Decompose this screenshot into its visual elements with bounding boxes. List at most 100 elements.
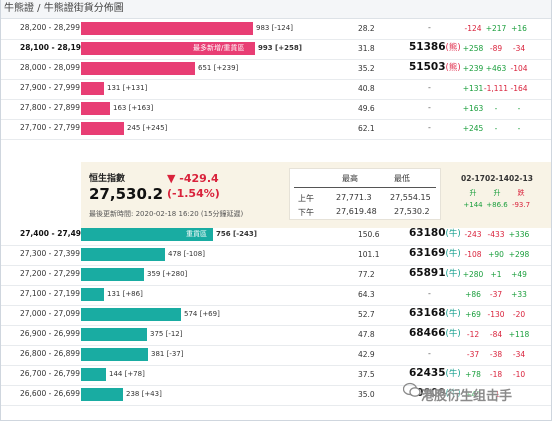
- warrant-code-link[interactable]: 65891(牛): [409, 267, 461, 279]
- table-row[interactable]: 27,100 - 27,199 131 [+86] 64.3 - +86 -37 +33: [1, 285, 551, 306]
- warrant-code-link[interactable]: 51503(熊): [409, 61, 461, 73]
- status-3: 跌: [517, 189, 525, 197]
- outstanding-bar[interactable]: [81, 348, 148, 361]
- ratio-value: 62.1: [358, 124, 375, 133]
- daily-change-c2: -: [494, 104, 498, 113]
- bar-value-label: 245 [+245]: [127, 124, 168, 132]
- breadcrumb[interactable]: 牛熊證 / 牛熊證街貨分佈圖: [1, 0, 551, 19]
- outstanding-bar[interactable]: [81, 42, 255, 55]
- outstanding-bar[interactable]: [81, 62, 195, 75]
- daily-change-c2: -89: [489, 44, 503, 53]
- table-row[interactable]: 27,800 - 27,899 163 [+163] 49.6 - +163 - -: [1, 99, 551, 120]
- table-row[interactable]: 27,200 - 27,299 359 [+280] 77.2 65891(牛) +28…: [1, 265, 551, 286]
- warrant-code: 63180: [409, 227, 446, 239]
- daily-change-c3: +336: [508, 230, 530, 239]
- outstanding-bar[interactable]: [81, 368, 106, 381]
- warrant-type-tag: (牛): [445, 309, 461, 319]
- outstanding-bar[interactable]: [81, 328, 147, 341]
- high-low-table: 最高 最低 上午 27,771.3 27,554.15 下午 27,619.48…: [289, 168, 441, 220]
- daily-change-c2: -130: [487, 310, 505, 319]
- daily-change-c3: +16: [511, 24, 527, 33]
- daily-change-c2: +463: [485, 64, 507, 73]
- table-row[interactable]: 27,300 - 27,399 478 [-108] 101.1 63169(牛) -1…: [1, 245, 551, 266]
- warrant-code-empty: -: [428, 23, 431, 32]
- daily-change-c2: +90: [488, 250, 504, 259]
- price-range: 27,000 - 27,099: [20, 309, 80, 318]
- bar-value-label: 144 [+78]: [109, 370, 145, 378]
- warrant-code-empty: -: [428, 83, 431, 92]
- warrant-type-tag: (牛): [445, 329, 461, 339]
- daily-change-c3: +298: [508, 250, 530, 259]
- low-header: 最低: [394, 174, 410, 183]
- table-row[interactable]: 28,200 - 28,299 983 [-124] 28.2 - -124 +217 +1…: [1, 19, 551, 40]
- table-row[interactable]: 26,800 - 26,899 381 [-37] 42.9 - -37 -38 -34: [1, 345, 551, 366]
- bar-value-label: 238 [+43]: [126, 390, 162, 398]
- table-row[interactable]: 27,700 - 27,799 245 [+245] 62.1 - +245 - -: [1, 119, 551, 140]
- table-row[interactable]: 27,400 - 27,499 重貨區 756 [-243] 150.6 63180(牛…: [1, 225, 551, 246]
- price-range: 27,200 - 27,299: [20, 269, 80, 278]
- warrant-code-link[interactable]: 62435(牛): [409, 367, 461, 379]
- bar-value-label: 375 [-12]: [150, 330, 183, 338]
- warrant-type-tag: (牛): [445, 369, 461, 379]
- daily-change-c2: -38: [489, 350, 503, 359]
- bar-value-label: 756 [-243]: [216, 230, 257, 238]
- bar-value-label: 131 [+131]: [107, 84, 148, 92]
- change-2: +86.6: [486, 201, 508, 209]
- price-range: 26,600 - 26,699: [20, 389, 80, 398]
- daily-change-c3: +33: [511, 290, 527, 299]
- table-row[interactable]: 27,000 - 27,099 574 [+69] 52.7 63168(牛) +69-…: [1, 305, 551, 326]
- daily-change-c3: +49: [511, 270, 527, 279]
- outstanding-bar[interactable]: [81, 388, 123, 401]
- price-range: 26,700 - 26,799: [20, 369, 80, 378]
- price-range: 27,700 - 27,799: [20, 123, 80, 132]
- daily-change-c1: +86: [465, 290, 481, 299]
- warrant-code-empty: -: [428, 349, 431, 358]
- price-range: 28,200 - 28,299: [20, 23, 80, 32]
- daily-change-c3: -: [517, 104, 521, 113]
- daily-change-c2: -433: [487, 230, 505, 239]
- outstanding-bar[interactable]: [81, 122, 124, 135]
- daily-change-c3: -: [517, 124, 521, 133]
- ratio-value: 42.9: [358, 350, 375, 359]
- outstanding-bar[interactable]: [81, 102, 110, 115]
- wechat-icon: [403, 382, 421, 397]
- daily-change-c2: -18: [489, 370, 503, 379]
- index-change-points: ▼ -429.4: [167, 172, 219, 185]
- outstanding-bar[interactable]: [81, 248, 165, 261]
- price-range: 27,800 - 27,899: [20, 103, 80, 112]
- warrant-code-link[interactable]: 63180(牛): [409, 227, 461, 239]
- ratio-value: 64.3: [358, 290, 375, 299]
- outstanding-bar[interactable]: [81, 288, 104, 301]
- ratio-value: 150.6: [358, 230, 380, 239]
- daily-change-c2: -1,111: [483, 84, 509, 93]
- daily-change-c1: +280: [462, 270, 484, 279]
- outstanding-bar[interactable]: [81, 228, 213, 241]
- ratio-value: 101.1: [358, 250, 380, 259]
- table-row[interactable]: 27,900 - 27,999 131 [+131] 40.8 - +131 -1,111…: [1, 79, 551, 100]
- daily-change-c1: +239: [462, 64, 484, 73]
- table-row[interactable]: 26,900 - 26,999 375 [-12] 47.8 68466(牛) -12-…: [1, 325, 551, 346]
- daily-change-c1: +245: [462, 124, 484, 133]
- outstanding-bar[interactable]: [81, 268, 144, 281]
- daily-change-c1: -37: [466, 350, 480, 359]
- outstanding-bar[interactable]: [81, 22, 253, 35]
- outstanding-bar[interactable]: [81, 82, 104, 95]
- table-row[interactable]: 28,100 - 28,199 最多新增/重貨區 993 [+258] 31.8 513…: [1, 39, 551, 60]
- outstanding-bar[interactable]: [81, 308, 181, 321]
- warrant-code-link[interactable]: 51386(熊): [409, 41, 461, 53]
- daily-change-c2: +217: [485, 24, 507, 33]
- price-range: 26,900 - 26,999: [20, 329, 80, 338]
- daily-change-c2: -: [494, 124, 498, 133]
- daily-change-c3: -164: [510, 84, 528, 93]
- pm-label: 下午: [298, 208, 314, 217]
- price-range: 27,900 - 27,999: [20, 83, 80, 92]
- warrant-code-link[interactable]: 63168(牛): [409, 307, 461, 319]
- am-label: 上午: [298, 194, 314, 203]
- daily-change-c1: +258: [462, 44, 484, 53]
- table-row[interactable]: 28,000 - 28,099 651 [+239] 35.2 51503(熊) +23…: [1, 59, 551, 80]
- warrant-type-tag: (牛): [445, 229, 461, 239]
- index-panel: 恒生指數 27,530.2 ▼ -429.4 (-1.54%) 最後更新時間: …: [81, 162, 551, 228]
- warrant-code-link[interactable]: 68466(牛): [409, 327, 461, 339]
- table-row[interactable]: 26,700 - 26,799 144 [+78] 37.5 62435(牛) +78-…: [1, 365, 551, 386]
- warrant-code-link[interactable]: 63169(牛): [409, 247, 461, 259]
